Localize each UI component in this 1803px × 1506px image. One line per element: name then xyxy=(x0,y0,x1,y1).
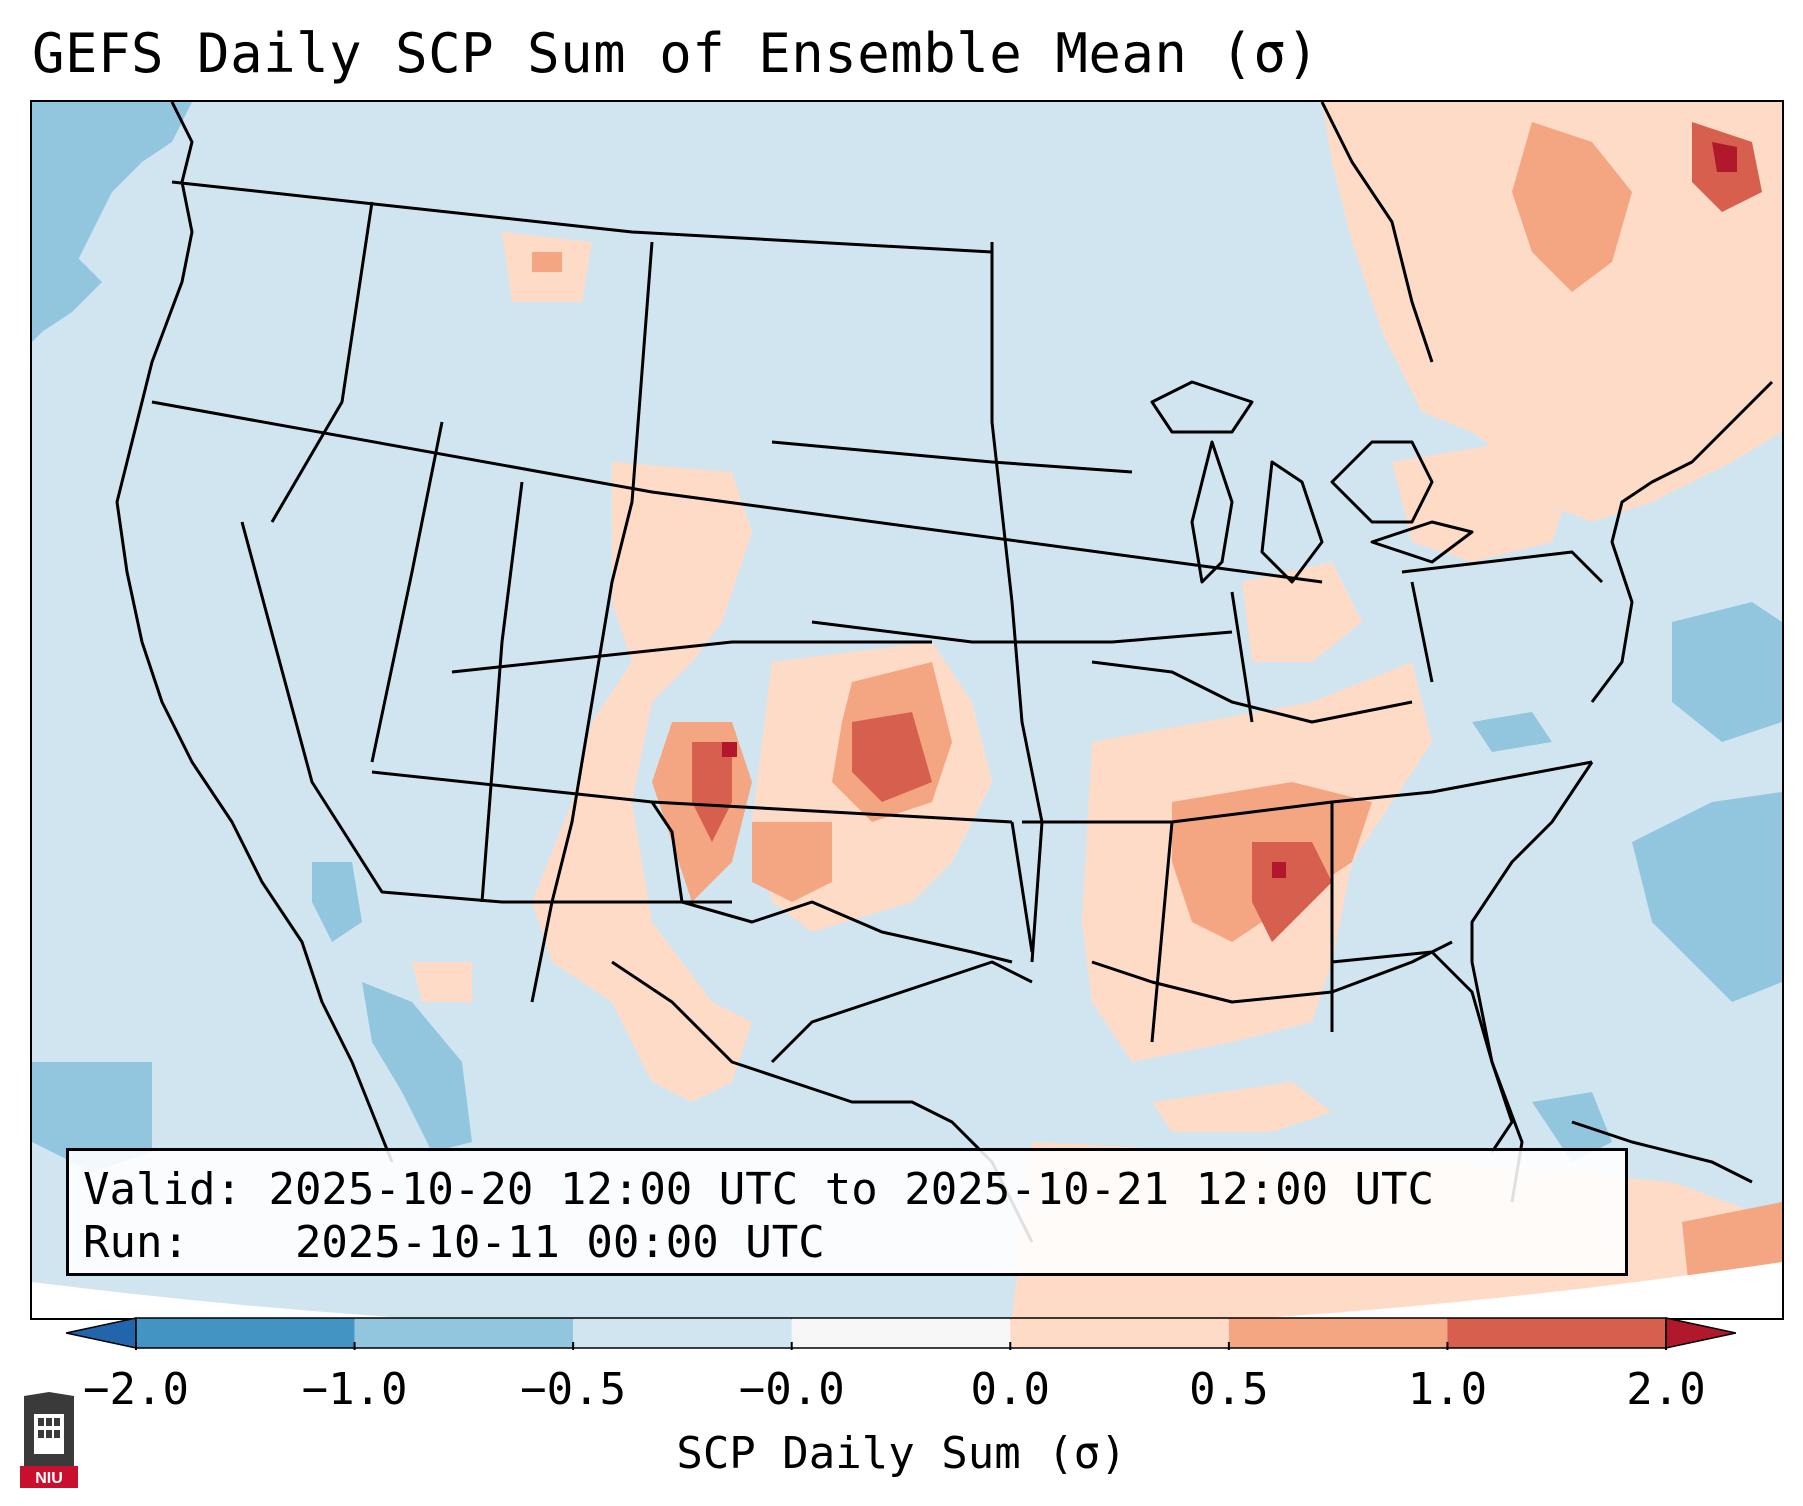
colorbar-segment xyxy=(791,1318,1011,1348)
colorbar-extend-high xyxy=(1665,1317,1736,1349)
colorbar-tick-label: −2.0 xyxy=(83,1364,189,1415)
colorbar-tick-label: −0.5 xyxy=(520,1364,627,1415)
valid-info-box: Valid: 2025-10-20 12:00 UTC to 2025-10-2… xyxy=(66,1148,1628,1276)
colorbar-tick-label: 2.0 xyxy=(1626,1364,1706,1415)
colorbar-tick-label: 1.0 xyxy=(1407,1364,1488,1415)
negative-anomaly-areas xyxy=(32,102,1782,1172)
colorbar-label: SCP Daily Sum (σ) xyxy=(676,1428,1127,1479)
chart-title: GEFS Daily SCP Sum of Ensemble Mean (σ) xyxy=(32,22,1320,85)
colorbar-outline xyxy=(135,1317,1667,1349)
scp-map xyxy=(32,102,1782,1318)
colorbar-segment xyxy=(354,1318,574,1348)
map-panel xyxy=(30,100,1784,1320)
domain-edge xyxy=(32,1262,1782,1318)
colorbar-segment xyxy=(1010,1318,1229,1348)
niu-logo-text: NIU xyxy=(35,1470,63,1487)
run-label: Run: xyxy=(83,1217,189,1268)
colorbar-tick-label: 0.5 xyxy=(1189,1364,1269,1415)
colorbar-tick-label: 0.0 xyxy=(970,1364,1051,1415)
colorbar-tick-label: −0.0 xyxy=(738,1364,845,1415)
niu-building-icon: NIU xyxy=(20,1392,78,1488)
colorbar-tick-label: −1.0 xyxy=(301,1364,408,1415)
colorbar-segment xyxy=(1228,1318,1448,1348)
colorbar xyxy=(66,1317,1736,1350)
coastlines-and-borders xyxy=(115,102,1774,1243)
colorbar-segment xyxy=(1447,1318,1666,1348)
valid-value: 2025-10-20 12:00 UTC to 2025-10-21 12:00… xyxy=(268,1164,1435,1215)
run-value: 2025-10-11 00:00 UTC xyxy=(294,1217,825,1268)
colorbar-segment xyxy=(136,1318,355,1348)
colorbar-extend-low xyxy=(66,1317,137,1349)
valid-label: Valid: xyxy=(83,1164,242,1215)
colorbar-segment xyxy=(573,1318,792,1348)
